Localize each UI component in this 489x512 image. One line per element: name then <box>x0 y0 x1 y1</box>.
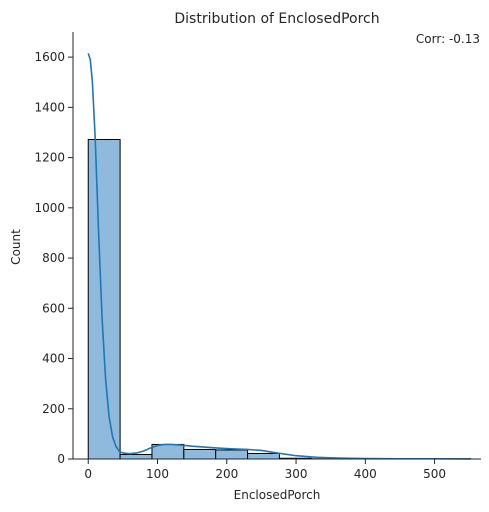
y-tick-label: 600 <box>42 301 65 315</box>
y-tick-label: 200 <box>42 402 65 416</box>
histogram-bar <box>215 449 249 460</box>
y-axis-label: Count <box>9 229 23 265</box>
x-tick-label: 200 <box>215 467 238 481</box>
chart-title: Distribution of EnclosedPorch <box>174 11 379 27</box>
histogram-bar <box>87 139 121 460</box>
x-tick-label: 500 <box>423 467 446 481</box>
histogram-bar <box>119 453 153 460</box>
x-tick-label: 300 <box>285 467 308 481</box>
y-tick-label: 1400 <box>34 100 65 114</box>
plot-area: 0 100 200 300 400 500 0 200 400 600 800 1000 1200 140… <box>34 32 481 481</box>
histogram-bar <box>247 452 280 460</box>
correlation-annotation: Corr: -0.13 <box>416 32 480 46</box>
histogram-bar <box>183 448 217 460</box>
x-tick-label: 400 <box>354 467 377 481</box>
kde-line <box>87 53 471 460</box>
x-tick-label: 100 <box>146 467 169 481</box>
histogram-bar <box>151 443 185 460</box>
y-tick-label: 1200 <box>34 151 65 165</box>
y-tick-label: 1600 <box>34 50 65 64</box>
x-tick-label: 0 <box>84 467 92 481</box>
y-tick-label: 400 <box>42 352 65 366</box>
x-axis-label: EnclosedPorch <box>234 488 321 502</box>
y-tick-label: 800 <box>42 251 65 265</box>
y-tick-label: 1000 <box>34 201 65 215</box>
y-tick-label: 0 <box>57 452 65 466</box>
